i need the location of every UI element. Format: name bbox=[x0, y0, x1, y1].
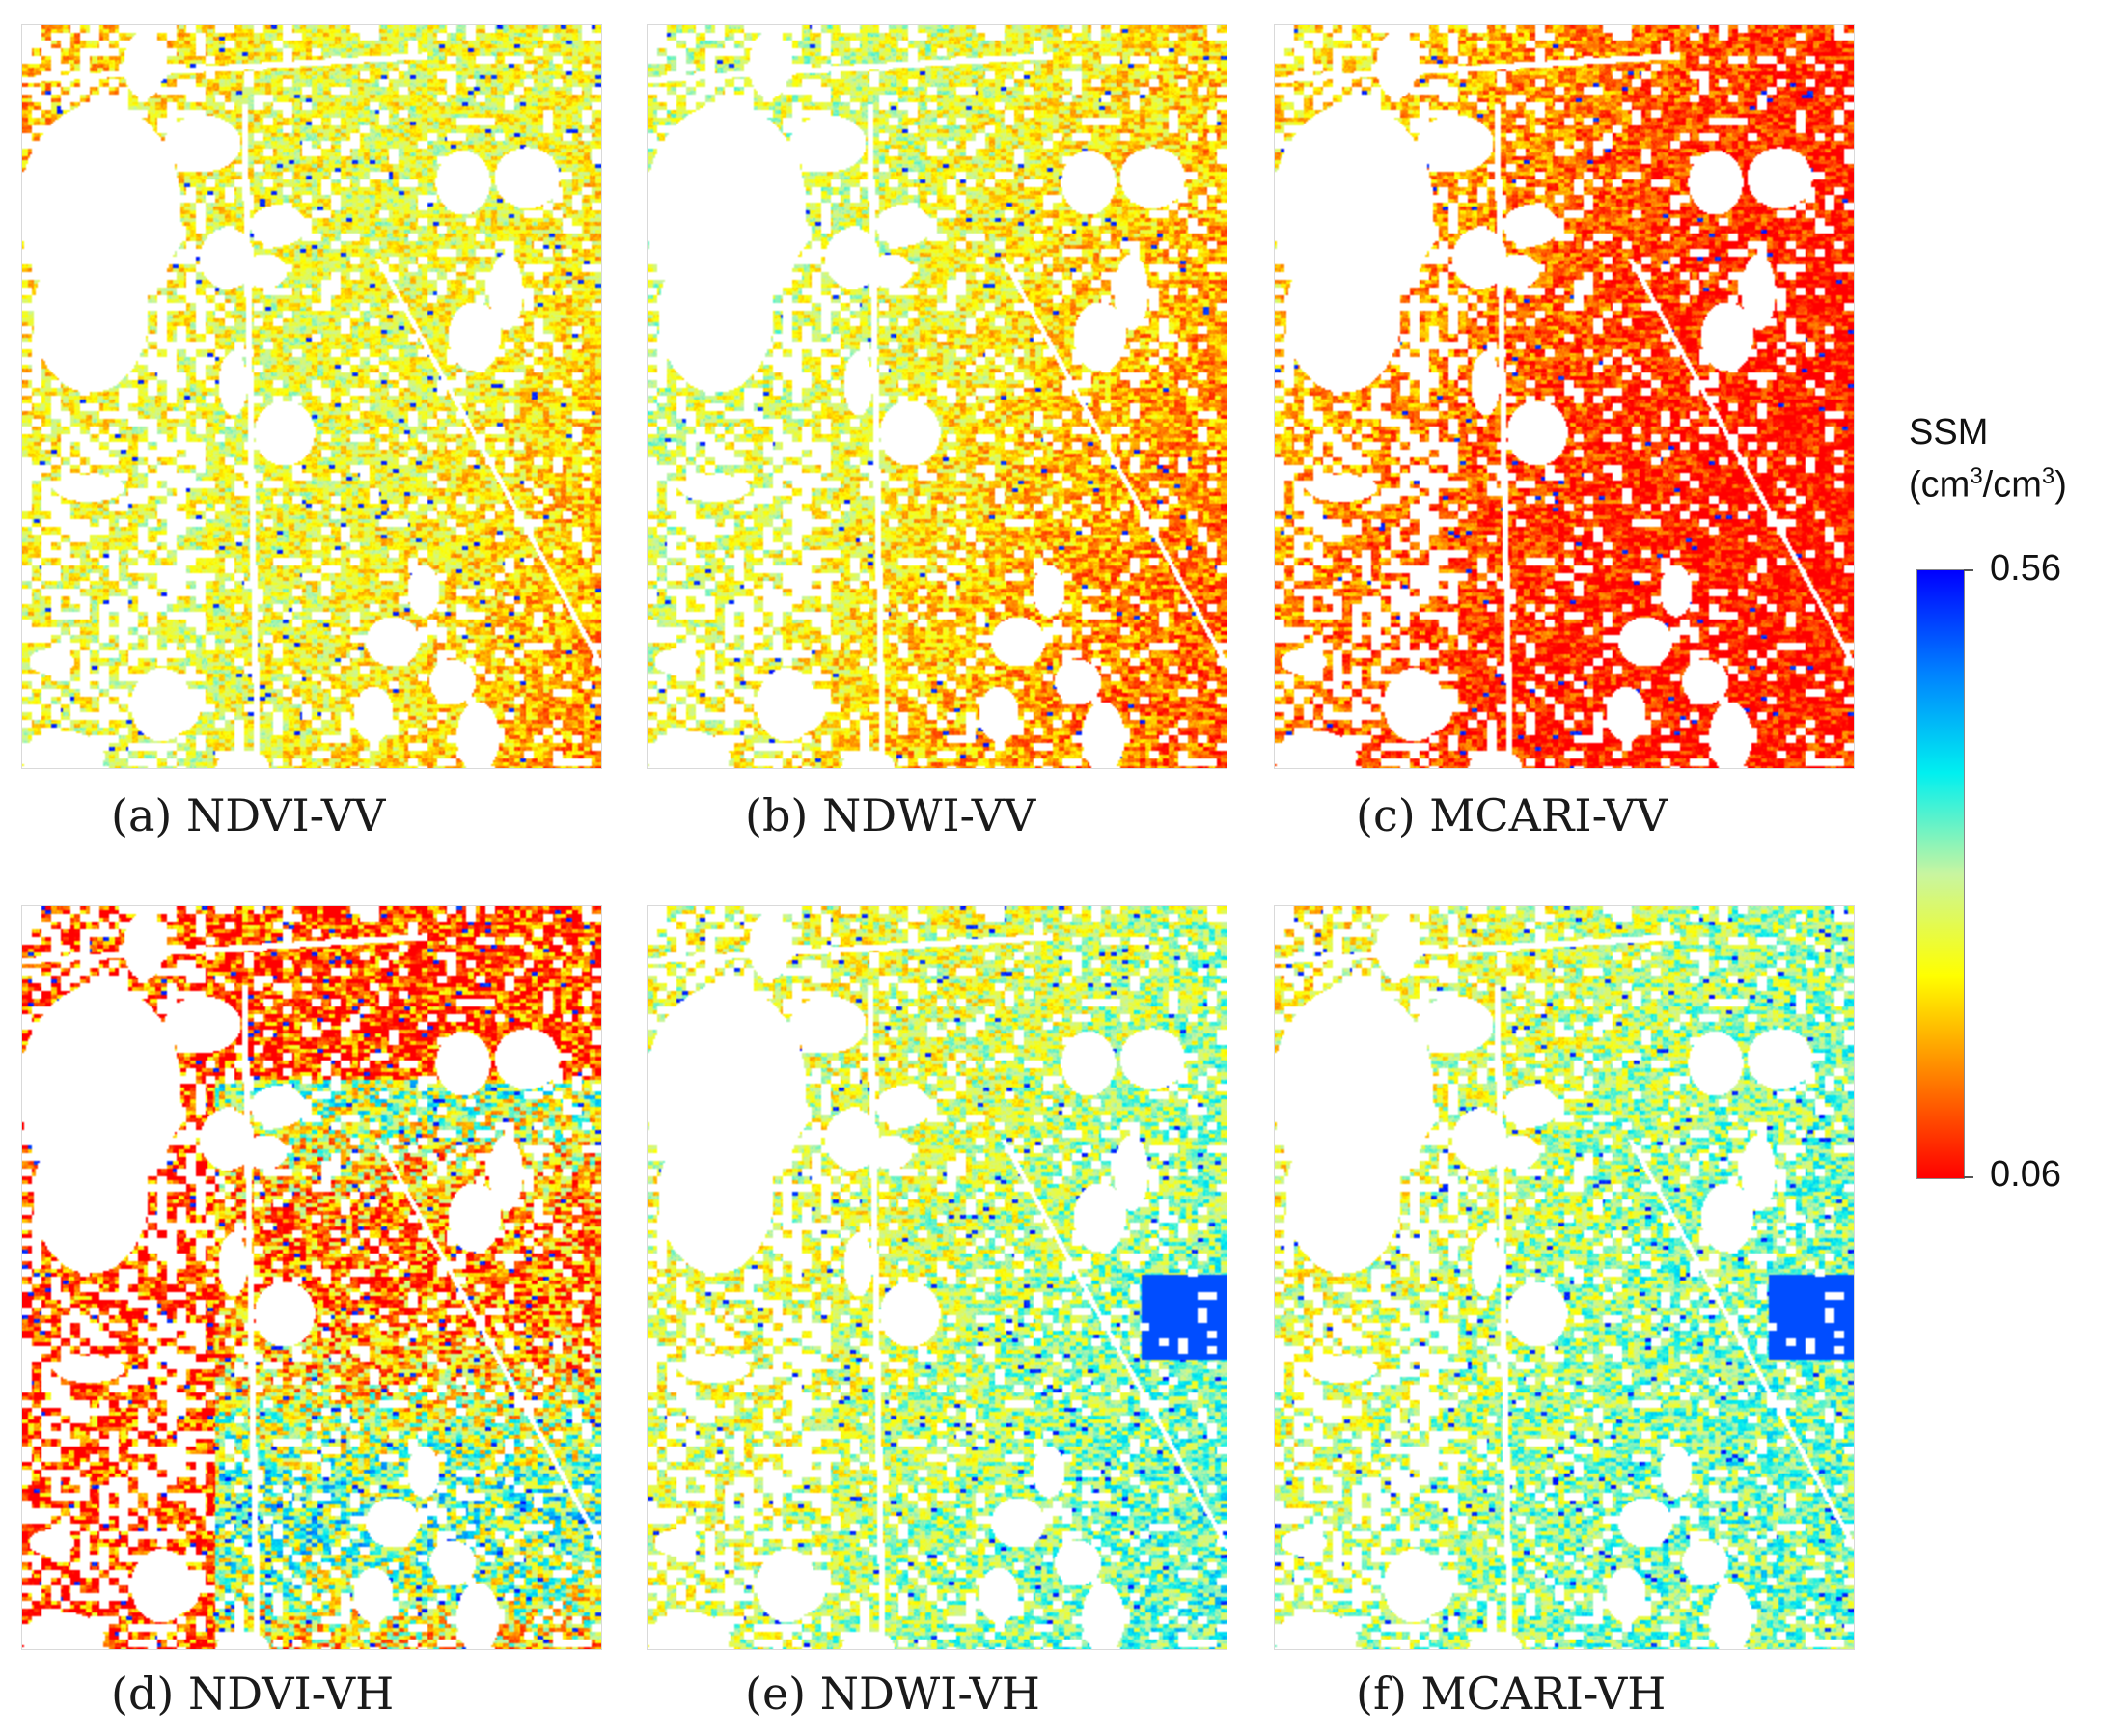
map-panel-e bbox=[647, 905, 1227, 1650]
colorbar bbox=[1916, 569, 1965, 1179]
ssm-map-b bbox=[648, 25, 1227, 768]
colorbar-min-label: 0.06 bbox=[1990, 1154, 2061, 1195]
caption-c: (c) MCARI-VV bbox=[1356, 789, 1668, 841]
colorbar-tick-min bbox=[1964, 1176, 1973, 1178]
caption-f: (f) MCARI-VH bbox=[1356, 1667, 1667, 1720]
caption-d: (d) NDVI-VH bbox=[111, 1667, 395, 1720]
map-panel-a bbox=[21, 24, 602, 769]
ssm-map-d bbox=[22, 906, 601, 1649]
caption-a: (a) NDVI-VV bbox=[111, 789, 386, 841]
ssm-map-e bbox=[648, 906, 1227, 1649]
ssm-map-f bbox=[1275, 906, 1854, 1649]
legend-title-unit: (cm3/cm3) bbox=[1909, 463, 2067, 506]
map-panel-c bbox=[1274, 24, 1855, 769]
ssm-map-c bbox=[1275, 25, 1854, 768]
caption-e: (e) NDWI-VH bbox=[745, 1667, 1040, 1720]
map-panel-d bbox=[21, 905, 602, 1650]
legend-title-variable: SSM bbox=[1909, 412, 1989, 453]
caption-b: (b) NDWI-VV bbox=[745, 789, 1036, 841]
map-panel-f bbox=[1274, 905, 1855, 1650]
legend-title: SSM (cm3/cm3) bbox=[1909, 410, 2067, 508]
map-panel-b bbox=[647, 24, 1227, 769]
ssm-map-a bbox=[22, 25, 601, 768]
colorbar-tick-max bbox=[1964, 569, 1973, 571]
colorbar-max-label: 0.56 bbox=[1990, 548, 2061, 589]
